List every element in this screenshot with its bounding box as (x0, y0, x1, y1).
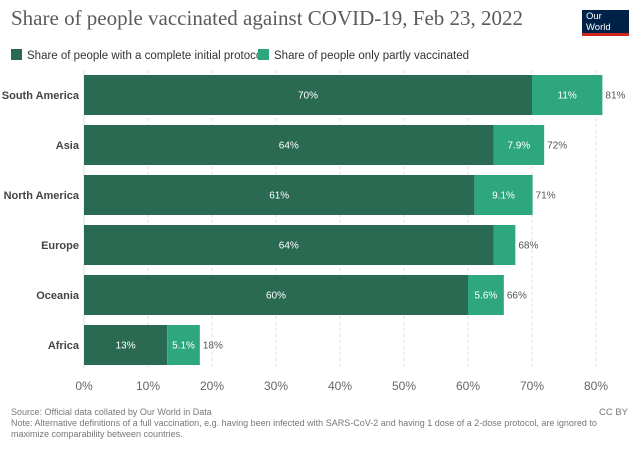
bar-complete[interactable] (84, 225, 494, 265)
legend-label-complete: Share of people with a complete initial … (27, 50, 265, 62)
category-label: South America (2, 90, 80, 102)
x-tick-label: 10% (136, 379, 160, 393)
category-label: Europe (41, 240, 79, 252)
bar-label-complete: 64% (279, 141, 299, 152)
total-label: 81% (605, 91, 625, 102)
category-label: Africa (48, 340, 80, 352)
category-label: Oceania (36, 290, 80, 302)
x-tick-label: 70% (520, 379, 544, 393)
bar-partial[interactable] (468, 275, 504, 315)
bar-complete[interactable] (84, 325, 168, 365)
bar-label-complete: 61% (269, 191, 289, 202)
bar-complete[interactable] (84, 125, 494, 165)
bar-label-complete: 70% (298, 91, 318, 102)
category-label: North America (4, 190, 80, 202)
bar-label-partial: 7.9% (507, 141, 530, 152)
legend-item-complete[interactable]: Share of people with a complete initial … (11, 49, 265, 62)
legend-swatch-partial (258, 49, 269, 60)
bar-complete[interactable] (84, 275, 468, 315)
x-tick-label: 60% (456, 379, 480, 393)
logo-line-2: in Data (586, 32, 617, 43)
source-note: Source: Official data collated by Our Wo… (11, 407, 212, 417)
x-tick-label: 20% (200, 379, 224, 393)
category-label: Asia (56, 140, 80, 152)
total-label: 68% (518, 241, 538, 252)
legend-label-partial: Share of people only partly vaccinated (274, 50, 469, 62)
logo-accent-bar (582, 33, 629, 36)
bar-partial[interactable] (493, 125, 545, 165)
bar-complete[interactable] (84, 75, 532, 115)
bar-label-partial: 5.1% (172, 341, 195, 352)
x-tick-label: 80% (584, 379, 608, 393)
chart-footer: Source: Official data collated by Our Wo… (11, 407, 621, 440)
bar-label-partial: 11% (558, 91, 577, 102)
owid-logo[interactable]: Our World in Data (582, 10, 629, 43)
bar-label-complete: 60% (266, 291, 286, 302)
methodology-note: Note: Alternative definitions of a full … (11, 418, 597, 439)
bar-complete[interactable] (84, 175, 475, 215)
bar-partial[interactable] (167, 325, 200, 365)
bar-partial[interactable] (532, 75, 603, 115)
bar-label-partial: 9.1% (492, 191, 515, 202)
x-tick-label: 0% (75, 379, 93, 393)
logo-line-1: Our World (586, 11, 611, 33)
total-label: 18% (203, 341, 223, 352)
x-tick-label: 50% (392, 379, 416, 393)
bar-partial[interactable] (474, 175, 533, 215)
bar-label-complete: 13% (116, 341, 136, 352)
x-tick-label: 40% (328, 379, 352, 393)
chart-title: Share of people vaccinated against COVID… (11, 6, 524, 30)
bar-label-complete: 64% (279, 241, 299, 252)
bar-partial[interactable] (493, 225, 516, 265)
total-label: 71% (536, 191, 556, 202)
total-label: 66% (507, 291, 527, 302)
legend-swatch-complete (11, 49, 22, 60)
bar-label-partial: 5.6% (475, 291, 498, 302)
license-label: CC BY (598, 407, 628, 418)
x-tick-label: 30% (264, 379, 288, 393)
legend-item-partial[interactable]: Share of people only partly vaccinated (258, 49, 469, 62)
total-label: 72% (547, 141, 567, 152)
